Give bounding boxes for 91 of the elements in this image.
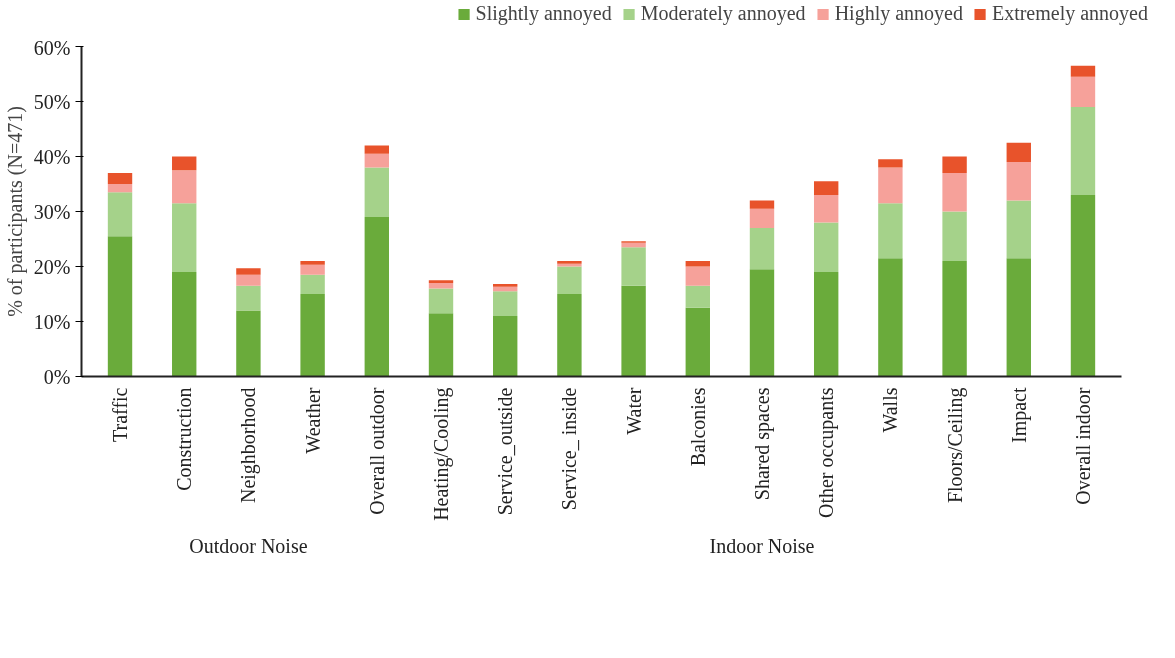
y-tick-label: 60% [33, 36, 71, 59]
bar [300, 294, 325, 377]
bar [236, 274, 261, 286]
bar [942, 156, 967, 173]
x-tick-label: Weather [301, 387, 324, 454]
bar [878, 203, 903, 259]
legend-label: Slightly annoyed [475, 2, 612, 25]
bar [428, 280, 454, 283]
bar [557, 266, 582, 294]
bar [172, 203, 197, 272]
bar [1006, 258, 1031, 377]
bar [557, 294, 582, 377]
x-tick-label: Heating/Cooling [430, 387, 454, 521]
bar [172, 170, 197, 204]
bar [236, 268, 261, 275]
bar [621, 285, 646, 377]
y-tick-label: 10% [33, 310, 71, 333]
bar [813, 181, 839, 195]
y-tick-label: 40% [33, 145, 71, 168]
bar [493, 291, 518, 316]
bar [107, 236, 133, 377]
y-tick-label: 0% [43, 365, 71, 388]
bar [749, 228, 775, 270]
bar [942, 173, 967, 212]
x-tick-label: Construction [173, 387, 196, 491]
bar [428, 283, 454, 289]
bar [364, 217, 390, 377]
x-tick-label: Floors/Ceiling [943, 387, 967, 504]
x-tick-label: Water [622, 387, 645, 435]
x-tick-label: Overall outdoor [365, 387, 388, 515]
y-tick-label: 50% [33, 90, 71, 113]
bar [300, 274, 325, 294]
bar [749, 208, 775, 228]
bar [428, 288, 454, 314]
bar [878, 167, 903, 204]
x-tick-label: Walls [879, 387, 902, 433]
bar [621, 247, 646, 286]
bar [813, 272, 839, 377]
bar [493, 316, 518, 377]
x-tick-label: Traffic [109, 387, 132, 442]
x-tick-label: Shared spaces [750, 387, 774, 501]
legend-label: Moderately annoyed [640, 2, 806, 25]
bar [236, 285, 261, 311]
bar [685, 285, 710, 308]
bar [107, 192, 133, 237]
bar [1070, 76, 1096, 107]
bar [107, 173, 133, 184]
bar [428, 313, 454, 377]
bar [364, 145, 390, 154]
bar [300, 261, 325, 265]
x-tick-label: Service_outside [494, 387, 517, 516]
bar [621, 242, 646, 248]
x-tick-label: Neighborhood [237, 387, 261, 504]
bar [749, 269, 775, 377]
bar [685, 266, 710, 286]
bar [813, 195, 839, 223]
x-tick-label: Service_ inside [558, 387, 581, 511]
y-tick-label: 20% [33, 255, 71, 278]
bar [878, 159, 903, 168]
bar [878, 258, 903, 377]
bar [300, 264, 325, 275]
bar [172, 156, 197, 171]
x-tick-label: Overall indoor [1071, 387, 1094, 505]
bar [942, 211, 967, 261]
x-tick-label: Balconies [686, 387, 709, 467]
bar [1070, 107, 1096, 195]
y-tick-label: 30% [33, 200, 71, 223]
bar [685, 307, 710, 377]
bar [364, 153, 390, 168]
bar [1006, 142, 1031, 162]
bar [1006, 200, 1031, 259]
legend-label: Highly annoyed [834, 2, 963, 25]
bar [172, 272, 197, 377]
bar [236, 310, 261, 377]
bar [1070, 65, 1096, 77]
bar [493, 286, 518, 292]
legend-label: Extremely annoyed [991, 2, 1148, 25]
y-axis-title: % of participants (N=471) [3, 106, 27, 317]
bar [685, 261, 710, 267]
bar [493, 284, 518, 287]
text: Indoor Noise [709, 534, 815, 557]
bar [107, 184, 133, 193]
bar [1006, 162, 1031, 201]
x-tick-label: Impact [1007, 387, 1031, 444]
x-tick-label: Other occupants [815, 387, 839, 519]
bar [942, 261, 967, 377]
bar [813, 222, 839, 272]
bar [1070, 195, 1096, 377]
bar [749, 200, 775, 209]
bar [364, 167, 390, 217]
text: Outdoor Noise [189, 534, 308, 557]
